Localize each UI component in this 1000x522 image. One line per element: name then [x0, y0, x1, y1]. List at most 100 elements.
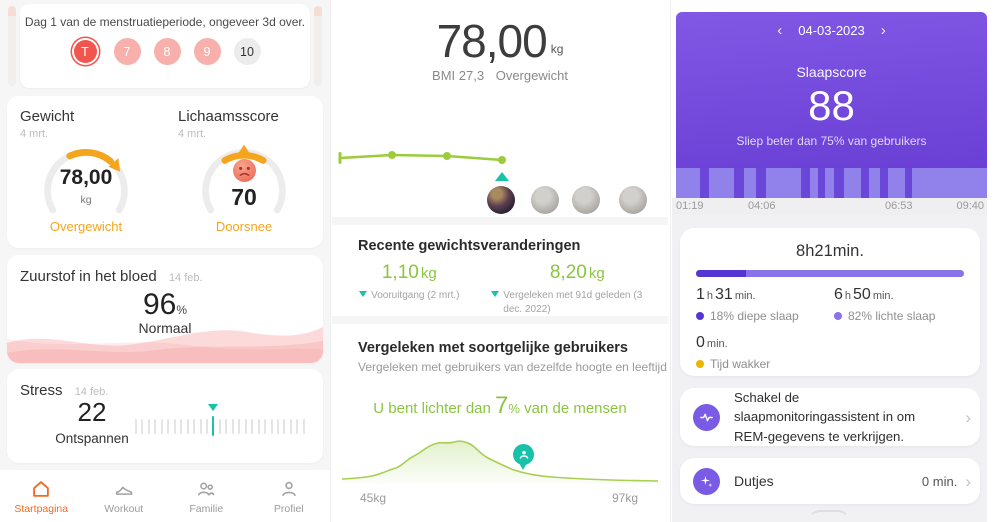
- awake-stat: 0 min. Tijd wakker: [696, 334, 770, 371]
- stress-scale: [135, 404, 305, 437]
- avatar-user[interactable]: [487, 186, 515, 214]
- avatar-placeholder-1[interactable]: [531, 186, 559, 214]
- date-navigator: ‹ 04-03-2023 ›: [676, 23, 987, 38]
- weight-value: 78,00: [59, 166, 113, 189]
- stress-tick: [160, 418, 163, 434]
- bodyscore-metric[interactable]: Lichaamsscore 4 mrt.: [165, 96, 323, 248]
- deep-hours: 1: [696, 286, 705, 303]
- stress-tick: [154, 418, 157, 434]
- deep-sleep-band: [818, 168, 825, 198]
- user-position-pin: [513, 444, 534, 465]
- profile-icon: [282, 481, 296, 496]
- nav-label-home: Startpagina: [14, 502, 69, 515]
- cycle-card[interactable]: Dag 1 van de menstruatieperiode, ongevee…: [20, 4, 310, 88]
- recent-changes-title: Recente gewichtsveranderingen: [358, 238, 581, 254]
- family-icon: [198, 482, 215, 496]
- weight-date: 4 mrt.: [20, 128, 49, 140]
- sleep-bar-deep: [696, 270, 746, 277]
- decrease-icon: [491, 291, 500, 297]
- nav-item-home[interactable]: Startpagina: [0, 470, 83, 522]
- cycle-title: Dag 1 van de menstruatieperiode, ongevee…: [24, 15, 306, 29]
- user-comparison-avatars: [332, 186, 668, 214]
- stress-tick: [289, 418, 292, 434]
- result-value: 7: [495, 392, 509, 419]
- spo2-status: Normaal: [138, 320, 192, 336]
- pin-tail-icon: [519, 463, 527, 470]
- section-divider: [332, 316, 668, 324]
- home-icon: [33, 480, 50, 497]
- stress-tick: [135, 418, 137, 434]
- result-percent: %: [508, 401, 520, 416]
- weight-status: Overgewicht: [49, 219, 123, 234]
- time-label: 04:06: [748, 200, 776, 212]
- comparison-result: U bent lichter dan 7% van de mensen: [332, 392, 668, 420]
- weight-metric[interactable]: Gewicht 4 mrt. 78,00 kg Overgewicht: [7, 96, 165, 248]
- stress-card[interactable]: Stress 14 feb. 22 Ontspannen: [7, 369, 323, 463]
- nav-item-workout[interactable]: Workout: [83, 470, 166, 522]
- time-label: 06:53: [885, 200, 913, 212]
- change-unit: kg: [420, 265, 437, 282]
- bmi-value: BMI 27,3: [432, 68, 485, 83]
- naps-card[interactable]: Dutjes 0 min. ›: [680, 458, 980, 504]
- stress-tick: [302, 418, 305, 434]
- weight-headline: 78,00 kg: [332, 14, 668, 68]
- sleep-score-label: Slaapscore: [796, 64, 867, 80]
- stress-tick: [212, 416, 215, 436]
- cycle-day-today[interactable]: T: [73, 40, 97, 63]
- decrease-icon: [359, 291, 368, 297]
- sad-face-icon: [232, 159, 256, 182]
- spo2-card[interactable]: Zuurstof in het bloed 14 feb. 96% Normaa…: [7, 255, 323, 363]
- stress-tick: [296, 418, 299, 434]
- spo2-value: 96: [142, 288, 177, 321]
- prev-date-icon[interactable]: ‹: [777, 22, 783, 39]
- sleep-summary-card[interactable]: 8h21min. 1 h 31 min. 18% diepe slaap 6 h 50 mi…: [680, 228, 980, 376]
- cycle-day-10[interactable]: 10: [233, 38, 261, 65]
- bmi-line: BMI 27,3 Overgewicht: [332, 68, 668, 83]
- current-date[interactable]: 04-03-2023: [798, 23, 865, 38]
- nav-item-profile[interactable]: Profiel: [248, 470, 331, 522]
- stress-tick: [270, 418, 273, 434]
- sleep-time-axis: 01:19 04:06 06:53 09:40: [672, 198, 987, 215]
- change-unit: kg: [588, 265, 605, 282]
- total-sleep-duration: 8h21min.: [796, 242, 864, 260]
- nav-label-family: Familie: [189, 502, 224, 515]
- sleep-assistant-card[interactable]: Schakel de slaapmonitoringassistent in o…: [680, 388, 980, 446]
- stress-tick: [283, 418, 286, 434]
- avatar-placeholder-2[interactable]: [572, 186, 600, 214]
- time-label: 01:19: [676, 200, 704, 212]
- cycle-day-9[interactable]: 9: [193, 38, 221, 65]
- axis-max-label: 97kg: [611, 491, 638, 505]
- assistant-card-text: Schakel de slaapmonitoringassistent in o…: [734, 390, 916, 444]
- spo2-title: Zuurstof in het bloed: [20, 268, 157, 285]
- cycle-day-7[interactable]: 7: [113, 38, 141, 65]
- light-minutes: 50: [853, 286, 871, 303]
- sleep-stage-chart: [676, 168, 987, 198]
- stress-tick: [147, 418, 150, 434]
- nav-item-family[interactable]: Familie: [165, 470, 248, 522]
- minute-unit: min.: [734, 290, 756, 302]
- carousel-edge-right: [314, 6, 322, 86]
- avatar-placeholder-3[interactable]: [619, 186, 647, 214]
- pull-handle[interactable]: [808, 510, 850, 522]
- stress-tick: [218, 418, 221, 434]
- recent-changes-row: 1,10 kg Vooruitgang (2 mrt.) 8,20 kg Verge…: [332, 262, 668, 316]
- stress-title: Stress: [20, 382, 63, 399]
- sleep-detail-panel: ‹ 04-03-2023 › Slaapscore 88 Sliep beter…: [672, 0, 1000, 522]
- deep-minutes: 31: [715, 286, 733, 303]
- home-dashboard-panel: Dag 1 van de menstruatieperiode, ongevee…: [0, 0, 330, 522]
- weight-bodyscore-card: Gewicht 4 mrt. 78,00 kg Overgewicht: [7, 96, 323, 248]
- stress-tick: [276, 418, 279, 434]
- light-sleep-dot-icon: [834, 312, 842, 320]
- deep-sleep-band: [834, 168, 844, 198]
- stress-date: 14 feb.: [74, 386, 109, 398]
- deep-sleep-band: [904, 168, 912, 198]
- cycle-day-8[interactable]: 8: [153, 38, 181, 65]
- stress-status: Ontspannen: [55, 431, 129, 446]
- deep-sleep-band: [801, 168, 810, 198]
- axis-min-label: 45kg: [360, 491, 387, 505]
- bodyscore-value: 70: [231, 184, 257, 210]
- next-date-icon[interactable]: ›: [880, 22, 886, 39]
- person-pin-icon: [519, 450, 528, 459]
- awake-minutes: 0: [696, 334, 705, 351]
- awake-caption: Tijd wakker: [710, 357, 771, 371]
